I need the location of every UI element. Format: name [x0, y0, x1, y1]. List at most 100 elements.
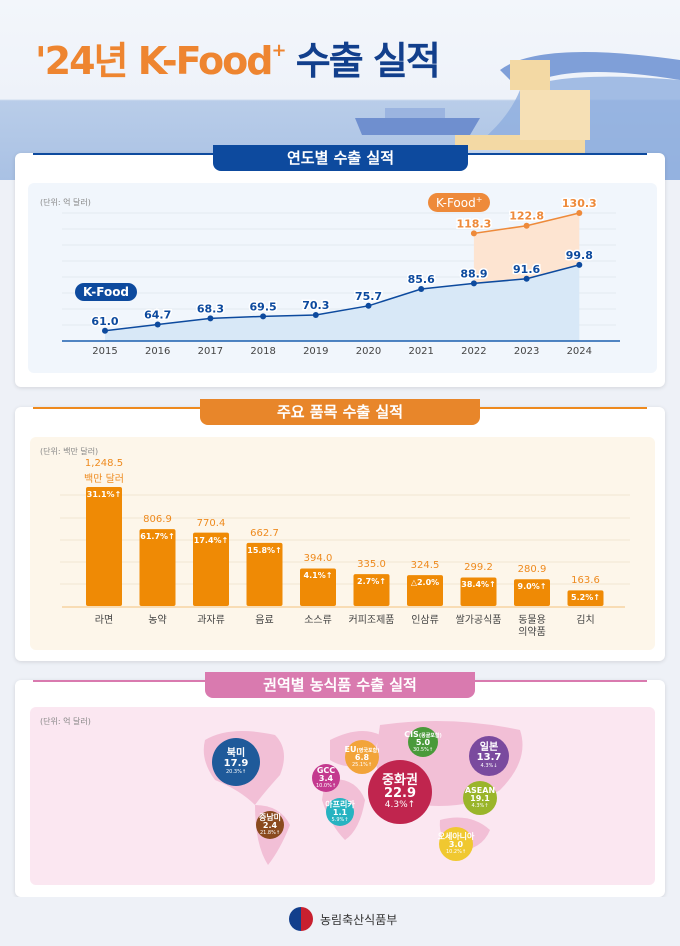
- bar: [193, 532, 229, 606]
- region-bubble: 중화권 22.9 4.3%↑: [368, 760, 432, 824]
- region-value: 13.7: [476, 752, 502, 764]
- region-name: 중화권: [382, 772, 418, 788]
- region-name: 중남미: [258, 812, 282, 822]
- region-name: CIS(몽골포함): [404, 729, 442, 739]
- region-name: ASEAN: [464, 785, 496, 795]
- kfoodplus-value-label: 130.3: [562, 197, 597, 210]
- bar-value-label: 394.0: [303, 553, 333, 565]
- bar-change-label: △2.0%: [410, 578, 440, 588]
- bar-value-label: 770.4: [196, 517, 226, 529]
- region-change: 5.9%↑: [331, 816, 349, 823]
- x-tick-label: 2017: [197, 346, 224, 357]
- world-map: [203, 721, 523, 865]
- kfoodplus-area: [473, 212, 580, 284]
- bar-value-label: 163.6: [571, 575, 600, 587]
- x-tick-label: 2016: [144, 346, 171, 357]
- kfoodplus-point: [523, 222, 530, 229]
- bar: [300, 568, 336, 606]
- bar-change-label: 61.7%↑: [140, 532, 175, 542]
- bar: [246, 542, 283, 606]
- region-name: EU(영국포함): [344, 744, 380, 754]
- region-value: 3.4: [318, 774, 334, 784]
- bar-value-label: 1,248.5: [84, 458, 124, 469]
- region-value: 2.4: [262, 821, 278, 831]
- x-tick-label: 2018: [250, 346, 276, 357]
- bar-value-label: 324.5: [410, 560, 440, 572]
- region-change: 4.3%↑: [471, 802, 489, 809]
- bar: [353, 574, 390, 606]
- kfood-value-label: 88.9: [460, 267, 487, 280]
- government-emblem-icon: [289, 907, 313, 931]
- x-category-label: 소스류: [304, 615, 332, 626]
- bar-change-label: 17.4%↑: [193, 535, 229, 545]
- bar-value-label: 280.9: [517, 564, 547, 576]
- kfood-area: [105, 264, 580, 341]
- region-change: 10.2%↑: [445, 848, 467, 855]
- x-tick-label: 2015: [92, 346, 118, 357]
- region-bubble: GCC 3.4 10.0%↑: [312, 764, 340, 792]
- region-change: 20.3%↑: [225, 768, 247, 775]
- region-name: 일본: [479, 741, 499, 753]
- footer: 농림축산식품부: [0, 897, 680, 946]
- region-value: 6.8: [354, 753, 370, 763]
- item-bar-chart: [60, 487, 630, 608]
- bar-value-label: 335.0: [357, 559, 386, 571]
- region-name: 오세아니아: [437, 831, 475, 841]
- ministry-name: 농림축산식품부: [320, 913, 398, 927]
- x-category-label: 커피조제품: [348, 615, 395, 626]
- region-bubble: 오세아니아 3.0 10.2%↑: [437, 827, 475, 861]
- kfood-point: [470, 280, 477, 287]
- bar-change-label: 2.7%↑: [357, 577, 386, 587]
- x-category-label: 쌀가공식품: [455, 615, 502, 626]
- x-tick-label: 2021: [408, 346, 434, 357]
- section-title-regions: 권역별 농식품 수출 실적: [205, 672, 475, 698]
- region-value: 3.0: [448, 840, 464, 850]
- bar-change-label: 15.8%↑: [247, 545, 282, 555]
- yearly-line-chart: 61.0 64.7 68.3 69.5 70.3 75.7 85.6 88.9 91.6 99.8…: [62, 195, 620, 342]
- bar: [86, 487, 122, 606]
- kfood-point: [207, 315, 214, 322]
- kfood-point: [418, 285, 425, 292]
- region-change: 4.3%↓: [480, 762, 498, 769]
- region-value: 5.0: [415, 738, 431, 748]
- unit-label: (단위: 억 달러): [40, 717, 91, 726]
- region-value: 1.1: [332, 808, 348, 818]
- bar: [567, 590, 604, 606]
- kfood-value-label: 70.3: [302, 299, 329, 312]
- bar: [460, 577, 497, 606]
- kfoodplus-value-label: 122.8: [509, 210, 544, 223]
- kfoodplus-value-label: 118.3: [457, 217, 492, 230]
- kfood-value-label: 75.7: [355, 290, 382, 303]
- region-value: 17.9: [223, 758, 249, 770]
- region-change: 21.8%↑: [259, 829, 281, 836]
- section-title-items: 주요 품목 수출 실적: [200, 399, 480, 425]
- unit-label: (단위: 억 달러): [40, 198, 91, 207]
- region-bubble: CIS(몽골포함) 5.0 30.5%↑: [404, 727, 442, 757]
- bar-change-label: 38.4%↑: [461, 580, 496, 590]
- region-bubble: 북미 17.9 20.3%↑: [212, 738, 260, 786]
- x-tick-label: 2019: [303, 346, 329, 357]
- bar-unit-label: 백만 달러: [84, 474, 124, 485]
- bar-change-label: 31.1%↑: [86, 490, 122, 499]
- region-bubble: 일본 13.7 4.3%↓: [469, 736, 509, 776]
- kfood-point: [154, 321, 161, 328]
- x-category-label: 음료: [255, 615, 274, 626]
- kfood-line: [104, 264, 580, 332]
- x-category-label: 과자류: [197, 615, 225, 626]
- bar: [514, 579, 550, 606]
- unit-label: (단위: 백만 달러): [40, 447, 99, 456]
- x-tick-label: 2022: [461, 346, 487, 357]
- kfood-value-label: 69.5: [250, 300, 277, 313]
- region-bubble: ASEAN 19.1 4.3%↑: [463, 781, 497, 815]
- region-name: 북미: [226, 747, 246, 759]
- kfood-value-label: 99.8: [566, 249, 593, 262]
- kfood-value-label: 68.3: [197, 302, 224, 315]
- region-name: 아프리카: [325, 799, 355, 809]
- kfood-value-label: 61.0: [91, 315, 118, 328]
- hero-banner: '24년 K-Food+ 수출 실적: [0, 0, 680, 180]
- region-bubble: EU(영국포함) 6.8 25.1%↑: [345, 740, 379, 774]
- region-value: 22.9: [383, 786, 417, 802]
- region-change: 10.0%↑: [315, 782, 337, 789]
- x-tick-label: 2023: [513, 346, 540, 357]
- region-change: 25.1%↑: [351, 761, 373, 768]
